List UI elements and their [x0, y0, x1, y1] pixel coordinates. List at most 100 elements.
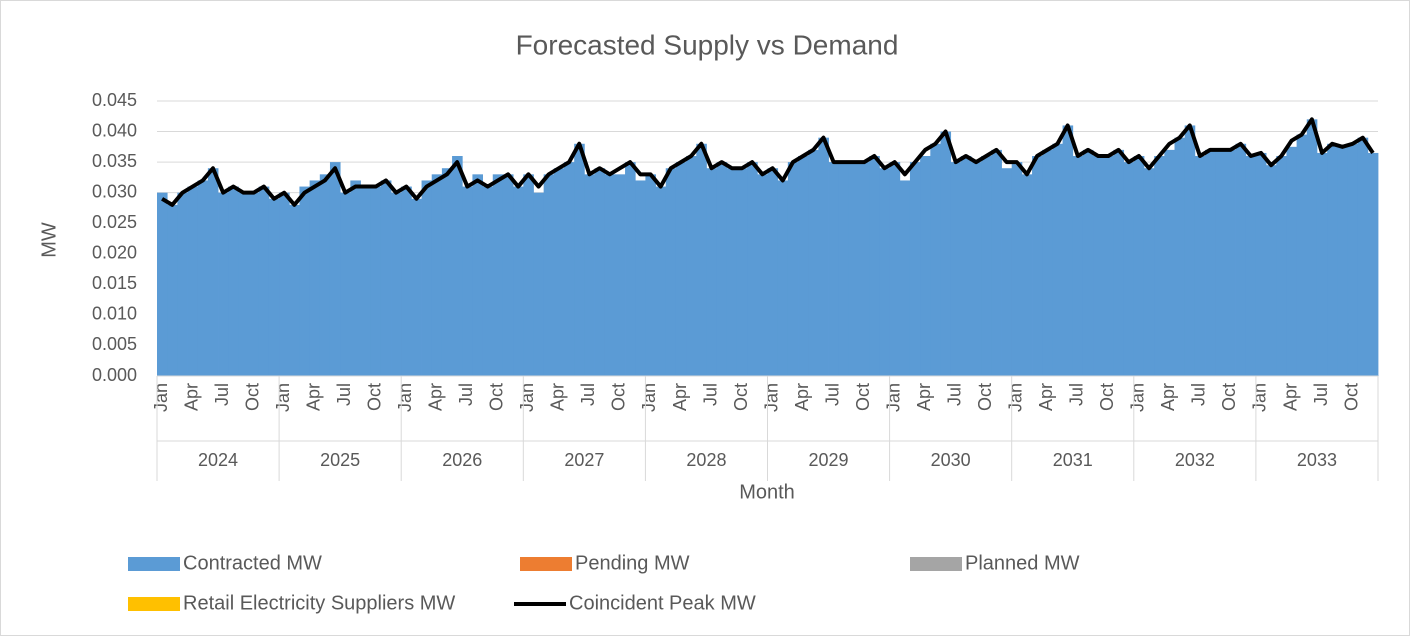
- area-column: [167, 204, 178, 376]
- area-column: [207, 168, 219, 376]
- x-tick-label: Oct: [975, 383, 995, 411]
- x-tick-label: Oct: [609, 383, 629, 411]
- area-column: [533, 192, 545, 376]
- area-column: [462, 186, 473, 376]
- area-column: [1276, 156, 1287, 376]
- x-tick-label: Jan: [883, 383, 903, 412]
- area-column: [1327, 143, 1338, 376]
- area-column: [350, 180, 361, 376]
- x-tick-label: Oct: [853, 383, 873, 411]
- area-column: [696, 143, 707, 376]
- area-column: [1347, 143, 1359, 376]
- area-column: [360, 186, 372, 376]
- area-column: [859, 162, 870, 376]
- area-column: [401, 186, 412, 376]
- area-column: [1072, 156, 1084, 376]
- area-column: [818, 137, 829, 376]
- year-label: 2029: [809, 450, 849, 470]
- area-column: [767, 168, 779, 376]
- area-column: [1205, 149, 1216, 376]
- area-column: [421, 180, 433, 376]
- year-label: 2030: [931, 450, 971, 470]
- area-column: [1082, 149, 1094, 376]
- y-tick-label: 0.045: [92, 90, 137, 110]
- area-column: [1032, 156, 1043, 376]
- area-column: [319, 174, 331, 376]
- area-column: [1316, 152, 1328, 376]
- area-column: [258, 186, 270, 376]
- area-column: [1133, 156, 1145, 376]
- area-column: [1021, 174, 1033, 376]
- x-tick-label: Oct: [1219, 383, 1239, 411]
- area-column: [787, 162, 799, 376]
- area-column: [879, 168, 890, 376]
- y-axis-title: MW: [38, 222, 60, 258]
- area-column: [1154, 156, 1165, 376]
- area-column: [197, 180, 209, 376]
- area-column: [513, 186, 524, 376]
- x-tick-label: Oct: [1341, 383, 1361, 411]
- area-column: [950, 162, 962, 376]
- area-column: [1215, 149, 1226, 376]
- area-column: [909, 162, 921, 376]
- y-tick-label: 0.040: [92, 120, 137, 140]
- area-column: [1052, 143, 1063, 376]
- y-tick-label: 0.000: [92, 365, 137, 385]
- area-column: [1266, 165, 1277, 376]
- area-column: [645, 174, 656, 376]
- area-column: [1306, 119, 1318, 376]
- area-column: [1011, 162, 1023, 376]
- area-column: [899, 180, 911, 376]
- area-column: [757, 174, 768, 376]
- x-tick-label: Apr: [181, 383, 201, 411]
- x-tick-label: Jan: [639, 383, 659, 412]
- area-column: [1184, 125, 1196, 376]
- area-column: [279, 192, 290, 376]
- area-column: [1123, 162, 1135, 376]
- area-column: [411, 198, 422, 376]
- area-column: [187, 186, 199, 376]
- area-column: [1062, 125, 1074, 376]
- x-tick-label: Jul: [1067, 383, 1087, 406]
- x-tick-label: Jan: [273, 383, 293, 412]
- x-tick-label: Jul: [1311, 383, 1331, 406]
- area-column: [452, 156, 463, 376]
- area-column: [1296, 134, 1308, 376]
- year-label: 2033: [1297, 450, 1337, 470]
- area-column: [502, 174, 514, 376]
- x-tick-label: Apr: [914, 383, 934, 411]
- area-column: [869, 156, 880, 376]
- area-column: [736, 168, 748, 376]
- area-column: [1143, 168, 1155, 376]
- legend-label: Pending MW: [575, 552, 690, 574]
- area-column: [1103, 156, 1114, 376]
- area-column: [248, 192, 260, 376]
- area-column: [960, 156, 972, 376]
- area-column: [828, 162, 840, 376]
- x-tick-label: Jul: [456, 383, 476, 406]
- x-tick-label: Apr: [1280, 383, 1300, 411]
- area-column: [553, 168, 565, 376]
- legend-swatch: [128, 557, 180, 571]
- area-column: [472, 174, 483, 376]
- area-column: [838, 162, 850, 376]
- area-column: [716, 162, 728, 376]
- x-tick-label: Jul: [822, 383, 842, 406]
- chart-title: Forecasted Supply vs Demand: [516, 29, 899, 60]
- y-tick-label: 0.020: [92, 243, 137, 263]
- area-column: [1113, 149, 1125, 376]
- x-tick-label: Jan: [151, 383, 171, 412]
- area-column: [665, 168, 677, 376]
- x-tick-label: Oct: [731, 383, 751, 411]
- legend-swatch: [128, 597, 180, 611]
- area-column: [1164, 149, 1175, 376]
- area-column: [228, 186, 239, 376]
- x-tick-label: Jan: [517, 383, 537, 412]
- x-tick-label: Jan: [395, 383, 415, 412]
- area-column: [1286, 146, 1297, 376]
- area-column: [309, 180, 321, 376]
- x-axis-title: Month: [739, 481, 795, 503]
- legend-label: Coincident Peak MW: [569, 592, 756, 614]
- area-column: [289, 204, 300, 376]
- area-column: [930, 143, 941, 376]
